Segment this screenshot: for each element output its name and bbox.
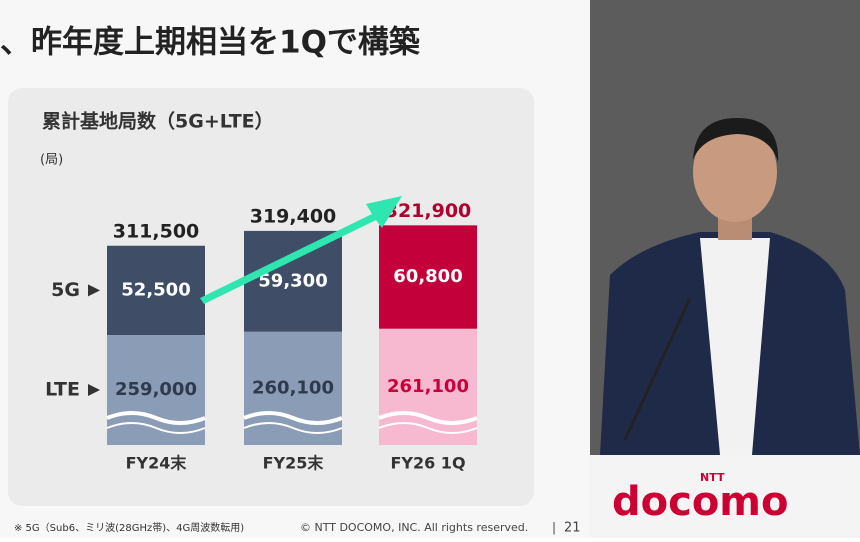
total-label: 319,400 bbox=[250, 205, 337, 227]
x-tick-label: FY25末 bbox=[263, 454, 325, 473]
axis-break bbox=[243, 411, 343, 425]
axis-break bbox=[106, 422, 206, 434]
slide-title: 、昨年度上期相当を1Qで構築 bbox=[0, 25, 421, 61]
logo-brand: NTT bbox=[700, 471, 725, 484]
value-label: 60,800 bbox=[393, 266, 462, 287]
microphone bbox=[623, 297, 692, 441]
bar-segment bbox=[379, 328, 477, 445]
axis-break bbox=[243, 422, 343, 434]
bar-segment bbox=[107, 335, 205, 445]
series-label: LTE bbox=[45, 379, 80, 401]
copyright: © NTT DOCOMO, INC. All rights reserved. bbox=[300, 521, 528, 534]
total-label: 311,500 bbox=[113, 220, 200, 242]
series-marker bbox=[88, 284, 100, 297]
speaker-face bbox=[693, 122, 777, 222]
unit-label: (局) bbox=[40, 153, 63, 168]
value-label: 260,100 bbox=[252, 377, 334, 398]
value-label: 259,000 bbox=[115, 379, 197, 400]
axis-break bbox=[378, 411, 478, 425]
podium bbox=[590, 455, 860, 538]
bar-segment bbox=[379, 225, 477, 329]
footnote: ※ 5G（Sub6、ミリ波(28GHz帯)、4G周波数転用) bbox=[14, 521, 244, 534]
growth-arrow bbox=[200, 196, 402, 304]
bar-segment bbox=[107, 245, 205, 335]
axis-break bbox=[378, 422, 478, 434]
bar-segment bbox=[244, 331, 342, 445]
series-marker bbox=[88, 384, 100, 396]
bars: 259,000 LTE 52,500 5G 311,500 FY24末 260,100 59,… bbox=[45, 200, 478, 473]
total-label: 321,900 bbox=[385, 200, 472, 222]
chart-title: 累計基地局数（5G+LTE） bbox=[42, 110, 274, 133]
page-number: 21 bbox=[564, 521, 581, 536]
page-sep: | bbox=[552, 521, 556, 535]
axis-break bbox=[106, 411, 206, 425]
x-tick-label: FY26 1Q bbox=[390, 454, 465, 473]
value-label: 52,500 bbox=[121, 279, 190, 300]
speaker-shirt bbox=[700, 238, 770, 455]
value-label: 261,100 bbox=[387, 376, 469, 397]
logo-name: docomo bbox=[612, 479, 788, 525]
bar-segment bbox=[244, 230, 342, 332]
speaker-hair bbox=[693, 118, 779, 162]
value-label: 59,300 bbox=[258, 270, 327, 291]
series-label: 5G bbox=[51, 279, 80, 301]
x-tick-label: FY24末 bbox=[126, 454, 188, 473]
